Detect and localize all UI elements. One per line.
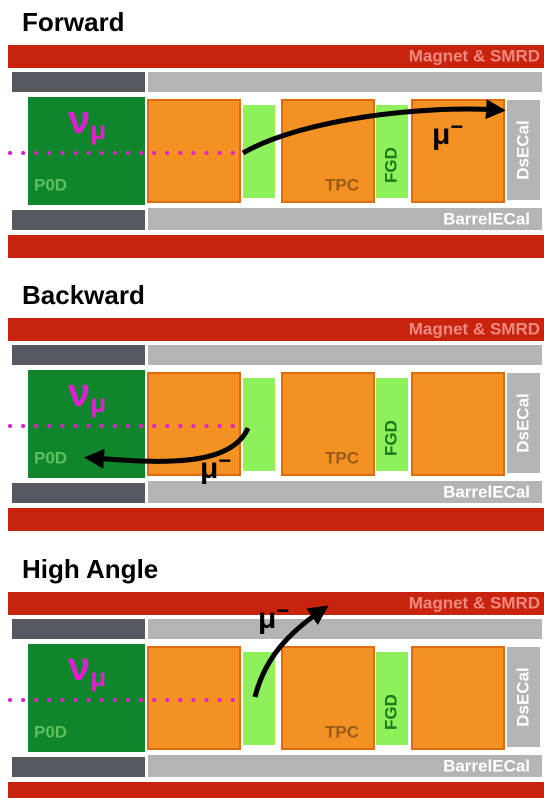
muon-track bbox=[252, 605, 329, 698]
ds-ecal bbox=[507, 100, 540, 200]
tpc-label: TPC bbox=[325, 448, 359, 467]
tpc bbox=[281, 372, 375, 476]
barrel-label: BarrelECal bbox=[443, 756, 530, 775]
ecal-bottom-left bbox=[12, 757, 145, 777]
ecal-bottom bbox=[148, 481, 542, 503]
neutrino-symbol: ν bbox=[68, 98, 90, 142]
fgd-label: FGD bbox=[381, 147, 400, 183]
neutrino-label: νμ bbox=[68, 645, 106, 692]
ecal-bottom-left bbox=[12, 483, 145, 503]
muon-symbol: μ bbox=[432, 118, 450, 151]
panel: Forward Magnet & SMRD P0D TPC FGD DsECal Barre… bbox=[8, 7, 544, 258]
ds-label: DsECal bbox=[513, 393, 532, 453]
p0d-label: P0D bbox=[34, 722, 67, 741]
ecal-bottom-left bbox=[12, 210, 145, 230]
barrel-label: BarrelECal bbox=[443, 482, 530, 501]
ecal-top-left bbox=[12, 619, 145, 639]
muon-charge: − bbox=[276, 598, 289, 623]
ecal-top bbox=[148, 345, 542, 365]
panel: High Angle Magnet & SMRD P0D TPC FGD DsECal Ba… bbox=[8, 554, 544, 798]
panel-title: Backward bbox=[22, 280, 145, 310]
ds-label: DsECal bbox=[513, 667, 532, 727]
ecal-top-left bbox=[12, 345, 145, 365]
muon-track bbox=[84, 426, 251, 469]
tpc-label: TPC bbox=[325, 175, 359, 194]
muon-label: μ− bbox=[258, 598, 289, 635]
p0d bbox=[28, 644, 145, 752]
ecal-top bbox=[148, 619, 542, 639]
tpc bbox=[411, 646, 505, 750]
magnet-top bbox=[8, 318, 544, 341]
neutrino-symbol: ν bbox=[68, 645, 90, 689]
magnet-label: Magnet & SMRD bbox=[409, 319, 540, 338]
barrel-label: BarrelECal bbox=[443, 209, 530, 228]
muon-charge: − bbox=[450, 114, 463, 139]
fgd-label: FGD bbox=[381, 694, 400, 730]
p0d bbox=[28, 97, 145, 205]
ds-ecal bbox=[507, 373, 540, 473]
ecal-bottom bbox=[148, 755, 542, 777]
ecal-bottom bbox=[148, 208, 542, 230]
neutrino-label: νμ bbox=[68, 371, 106, 418]
neutrino-subscript: μ bbox=[90, 388, 106, 418]
tpc bbox=[147, 372, 241, 476]
fgd bbox=[243, 378, 275, 471]
ds-ecal bbox=[507, 647, 540, 747]
fgd bbox=[243, 652, 275, 745]
magnet-top bbox=[8, 45, 544, 68]
tpc bbox=[281, 646, 375, 750]
neutrino-symbol: ν bbox=[68, 371, 90, 415]
tpc bbox=[147, 646, 241, 750]
magnet-label: Magnet & SMRD bbox=[409, 46, 540, 65]
muon-track bbox=[241, 99, 506, 156]
tpc bbox=[411, 372, 505, 476]
muon-symbol: μ bbox=[200, 452, 218, 485]
muon-label: μ− bbox=[200, 448, 231, 485]
tpc bbox=[147, 99, 241, 203]
fgd-label: FGD bbox=[381, 420, 400, 456]
neutrino-subscript: μ bbox=[90, 115, 106, 145]
fgd bbox=[376, 652, 408, 745]
magnet-bottom bbox=[8, 782, 544, 798]
p0d-label: P0D bbox=[34, 175, 67, 194]
muon-label: μ− bbox=[432, 114, 463, 151]
p0d-label: P0D bbox=[34, 448, 67, 467]
panel-title: High Angle bbox=[22, 554, 158, 584]
magnet-label: Magnet & SMRD bbox=[409, 593, 540, 612]
muon-charge: − bbox=[218, 448, 231, 473]
fgd bbox=[376, 378, 408, 471]
fgd bbox=[376, 105, 408, 198]
muon-symbol: μ bbox=[258, 602, 276, 635]
tpc-label: TPC bbox=[325, 722, 359, 741]
panel: Backward Magnet & SMRD P0D TPC FGD DsECal Barr… bbox=[8, 280, 544, 531]
panel-title: Forward bbox=[22, 7, 125, 37]
ecal-top bbox=[148, 72, 542, 92]
ecal-top-left bbox=[12, 72, 145, 92]
ds-label: DsECal bbox=[513, 120, 532, 180]
magnet-top bbox=[8, 592, 544, 615]
magnet-bottom bbox=[8, 508, 544, 531]
neutrino-subscript: μ bbox=[90, 662, 106, 692]
neutrino-label: νμ bbox=[68, 98, 106, 145]
magnet-bottom bbox=[8, 235, 544, 258]
